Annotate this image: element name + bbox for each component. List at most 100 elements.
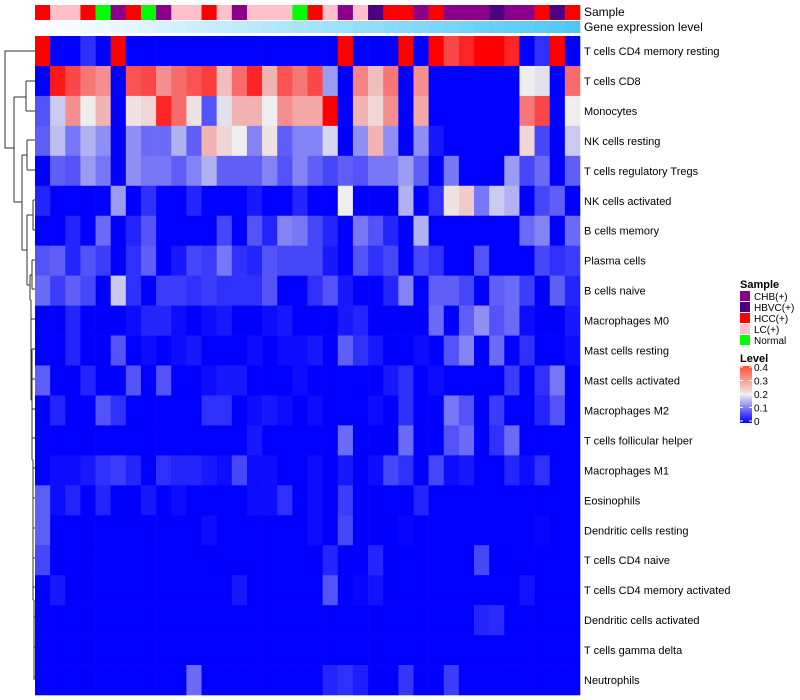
heatmap-cell: [216, 155, 233, 187]
heatmap-cell: [489, 455, 505, 486]
heatmap-cell: [262, 65, 278, 97]
heatmap-cell: [307, 545, 323, 576]
heatmap-cell: [95, 365, 111, 396]
heatmap-cell: [519, 275, 535, 306]
heatmap-cell: [201, 305, 217, 336]
heatmap-cell: [474, 155, 490, 187]
heatmap-cell: [458, 545, 475, 576]
heatmap-cell: [504, 365, 520, 396]
heatmap-cell: [65, 425, 81, 456]
heatmap-cell: [292, 36, 308, 67]
heatmap-cell: [110, 335, 127, 366]
heatmap-cell: [307, 155, 323, 187]
heatmap-cell: [458, 36, 475, 67]
heatmap-cell: [277, 545, 293, 576]
heatmap-cell: [186, 95, 202, 127]
heatmap-cell: [262, 635, 278, 666]
heatmap-cell: [277, 575, 293, 606]
heatmap-cell: [337, 365, 354, 396]
heatmap-cell: [322, 575, 339, 606]
heatmap-cell: [489, 605, 505, 636]
heatmap-cell: [383, 545, 399, 576]
gene-expression-annotation-cell: [95, 21, 111, 33]
heatmap-cell: [307, 185, 323, 217]
heatmap-cell: [171, 515, 187, 546]
heatmap-cell: [564, 575, 581, 606]
heatmap-cell: [277, 665, 293, 696]
heatmap-cell: [352, 95, 369, 127]
gene-expression-annotation-cell: [519, 21, 535, 33]
heatmap-cell: [352, 215, 369, 246]
gene-expression-annotation-cell: [140, 21, 157, 33]
heatmap-cell: [307, 515, 323, 546]
heatmap-cell: [216, 425, 233, 456]
heatmap-cell: [50, 395, 66, 426]
heatmap-cell: [534, 65, 551, 97]
row-label: Macrophages M0: [584, 316, 669, 328]
heatmap-cell: [443, 455, 460, 486]
sample-annotation-cell: [352, 5, 369, 20]
heatmap-cell: [368, 575, 384, 606]
heatmap-cell: [322, 125, 339, 157]
heatmap-cell: [246, 305, 263, 336]
heatmap-cell: [262, 95, 278, 127]
heatmap-cell: [35, 65, 51, 97]
heatmap-cell: [246, 335, 263, 366]
heatmap-cell: [352, 515, 369, 546]
heatmap-cell: [262, 185, 278, 217]
heatmap-cell: [307, 365, 323, 396]
heatmap-cell: [322, 275, 339, 306]
heatmap-cell: [95, 485, 111, 516]
heatmap-cell: [489, 65, 505, 97]
heatmap-cell: [65, 185, 81, 217]
heatmap-cell: [413, 485, 429, 516]
heatmap-cell: [534, 575, 551, 606]
heatmap-cell: [171, 215, 187, 246]
heatmap-cell: [489, 245, 505, 276]
heatmap-cell: [443, 335, 460, 366]
heatmap-cell: [368, 605, 384, 636]
heatmap-cell: [140, 515, 157, 546]
heatmap-cell: [383, 95, 399, 127]
heatmap-cell: [398, 365, 414, 396]
heatmap-cell: [564, 425, 581, 456]
heatmap-cell: [474, 485, 490, 516]
heatmap-cell: [65, 485, 81, 516]
row-label: T cells CD4 memory activated: [584, 585, 731, 597]
heatmap-cell: [110, 185, 127, 217]
heatmap-cell: [292, 455, 308, 486]
heatmap-cell: [428, 425, 445, 456]
heatmap-cell: [65, 95, 81, 127]
heatmap-cell: [292, 305, 308, 336]
heatmap-cell: [519, 575, 535, 606]
heatmap-cell: [292, 365, 308, 396]
legend-label: HBVC(+): [754, 303, 794, 314]
heatmap-cell: [549, 635, 566, 666]
heatmap-cell: [519, 245, 535, 276]
heatmap-cell: [368, 65, 384, 97]
heatmap-cell: [383, 635, 399, 666]
heatmap-cell: [186, 545, 202, 576]
heatmap-cell: [140, 365, 157, 396]
row-label: T cells gamma delta: [584, 645, 683, 657]
heatmap-cell: [95, 125, 111, 157]
gene-expression-annotation-cell: [307, 21, 323, 33]
heatmap-cell: [201, 605, 217, 636]
heatmap-cell: [322, 635, 339, 666]
gene-expression-annotation-cell: [186, 21, 202, 33]
gene-expression-annotation-cell: [216, 21, 233, 33]
heatmap-cell: [216, 215, 233, 246]
gene-expression-annotation-cell: [474, 21, 490, 33]
heatmap-cell: [307, 275, 323, 306]
heatmap-cell: [337, 455, 354, 486]
heatmap-cell: [156, 155, 172, 187]
heatmap-cell: [231, 245, 248, 276]
heatmap-cell: [564, 245, 581, 276]
heatmap-cell: [231, 36, 248, 67]
heatmap-cell: [246, 215, 263, 246]
heatmap-cell: [307, 575, 323, 606]
heatmap-cell: [383, 365, 399, 396]
heatmap-cell: [125, 275, 142, 306]
sample-annotation-cell: [474, 5, 490, 20]
heatmap-cell: [171, 65, 187, 97]
